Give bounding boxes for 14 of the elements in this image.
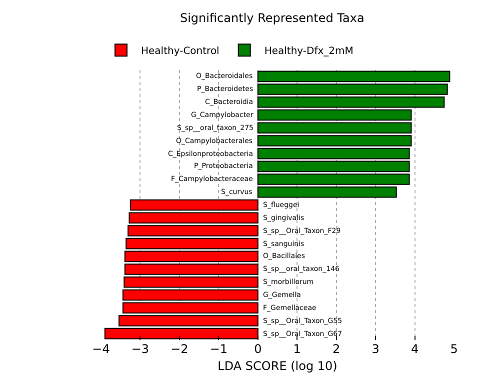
- x-tick-label: 1: [293, 342, 301, 356]
- chart-title: Significantly Represented Taxa: [180, 11, 364, 26]
- x-tick-label: −1: [210, 342, 228, 356]
- legend-label: Healthy-Dfx_2mM: [264, 46, 354, 57]
- legend-label: Healthy-Control: [141, 46, 220, 57]
- x-tick-label: 2: [332, 342, 340, 356]
- x-tick-label: 3: [372, 342, 380, 356]
- x-axis-title: LDA SCORE (log 10): [218, 358, 338, 373]
- x-tick-label: −4: [92, 342, 110, 356]
- x-tick-label: −3: [131, 342, 150, 356]
- x-tick-label: 4: [410, 342, 419, 356]
- x-tick-label: 0: [254, 342, 262, 356]
- x-tick-label: −2: [170, 342, 188, 356]
- x-tick-label: 5: [450, 342, 458, 356]
